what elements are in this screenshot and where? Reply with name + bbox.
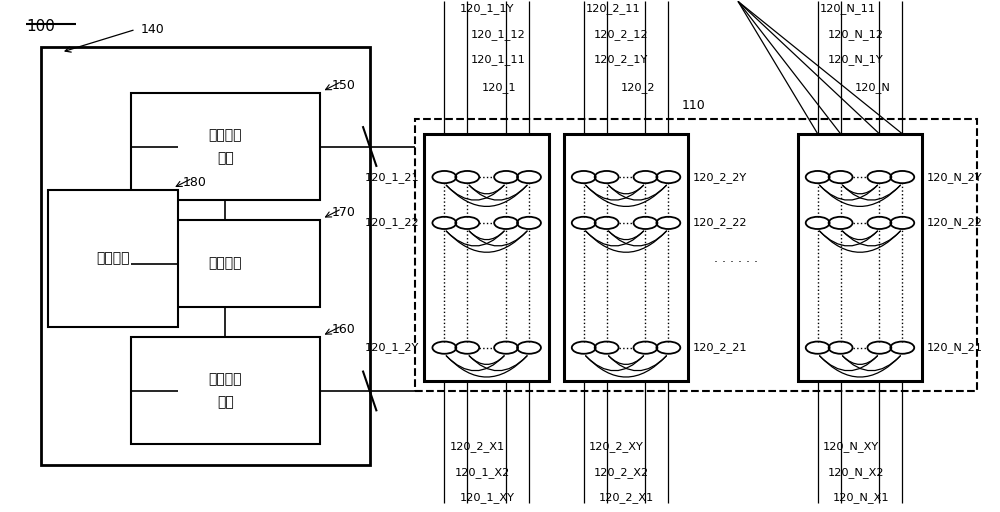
Text: 120_2_22: 120_2_22 bbox=[693, 218, 748, 228]
Text: 120_N_1Y: 120_N_1Y bbox=[828, 54, 883, 66]
Text: 120_1_12: 120_1_12 bbox=[470, 29, 525, 40]
Text: 120_1_XY: 120_1_XY bbox=[459, 493, 514, 503]
Text: 120_1_2Y: 120_1_2Y bbox=[365, 342, 419, 353]
Text: 120_2_XY: 120_2_XY bbox=[589, 441, 644, 453]
Text: 120_1_1Y: 120_1_1Y bbox=[460, 4, 514, 14]
Text: 120_2_1Y: 120_2_1Y bbox=[594, 54, 648, 66]
Bar bbox=[798, 134, 922, 381]
Text: 120_N_12: 120_N_12 bbox=[828, 29, 884, 40]
Text: 120_2_2Y: 120_2_2Y bbox=[693, 172, 747, 182]
Bar bbox=[41, 47, 370, 465]
Text: 120_2_X1: 120_2_X1 bbox=[599, 493, 654, 503]
Text: 120_1: 120_1 bbox=[482, 82, 516, 93]
Text: 120_N_X1: 120_N_X1 bbox=[833, 493, 889, 503]
Text: 150: 150 bbox=[332, 79, 356, 92]
Text: 170: 170 bbox=[332, 206, 356, 219]
Text: 180: 180 bbox=[183, 176, 206, 188]
Bar bbox=[415, 118, 977, 391]
Text: 160: 160 bbox=[332, 324, 356, 336]
Text: 120_N_XY: 120_N_XY bbox=[823, 441, 879, 453]
Bar bbox=[48, 190, 178, 327]
Text: 储存装置: 储存装置 bbox=[209, 257, 242, 271]
Text: 120_2_21: 120_2_21 bbox=[693, 342, 748, 353]
Text: 120_N_21: 120_N_21 bbox=[927, 342, 983, 353]
Text: 120_N_11: 120_N_11 bbox=[820, 4, 876, 14]
Text: 110: 110 bbox=[681, 99, 705, 112]
Text: 120_N_2Y: 120_N_2Y bbox=[927, 172, 983, 182]
Text: 120_N_X2: 120_N_X2 bbox=[828, 467, 884, 478]
Text: 120_N: 120_N bbox=[855, 82, 891, 93]
Text: 120_2_X2: 120_2_X2 bbox=[594, 467, 649, 478]
Text: 120_2_12: 120_2_12 bbox=[594, 29, 648, 40]
Text: 信号调变
装置: 信号调变 装置 bbox=[209, 373, 242, 409]
Bar bbox=[424, 134, 549, 381]
Text: 信号输出
装置: 信号输出 装置 bbox=[209, 128, 242, 165]
Text: 120_1_X2: 120_1_X2 bbox=[454, 467, 510, 478]
Text: 120_1_22: 120_1_22 bbox=[365, 218, 419, 228]
Bar bbox=[131, 220, 320, 307]
Text: 120_2_11: 120_2_11 bbox=[586, 4, 640, 14]
Text: 处理装置: 处理装置 bbox=[96, 251, 130, 266]
Text: 120_1_21: 120_1_21 bbox=[365, 172, 419, 182]
Text: 120_1_11: 120_1_11 bbox=[470, 54, 525, 66]
Bar bbox=[131, 337, 320, 444]
Text: 120_2_X1: 120_2_X1 bbox=[449, 441, 505, 453]
Text: . . . . . .: . . . . . . bbox=[714, 252, 758, 265]
Text: 120_2: 120_2 bbox=[621, 82, 656, 93]
Bar bbox=[564, 134, 688, 381]
Text: 140: 140 bbox=[141, 23, 165, 36]
Text: 100: 100 bbox=[26, 19, 55, 34]
Bar bbox=[131, 93, 320, 200]
Text: 120_N_22: 120_N_22 bbox=[927, 218, 983, 228]
